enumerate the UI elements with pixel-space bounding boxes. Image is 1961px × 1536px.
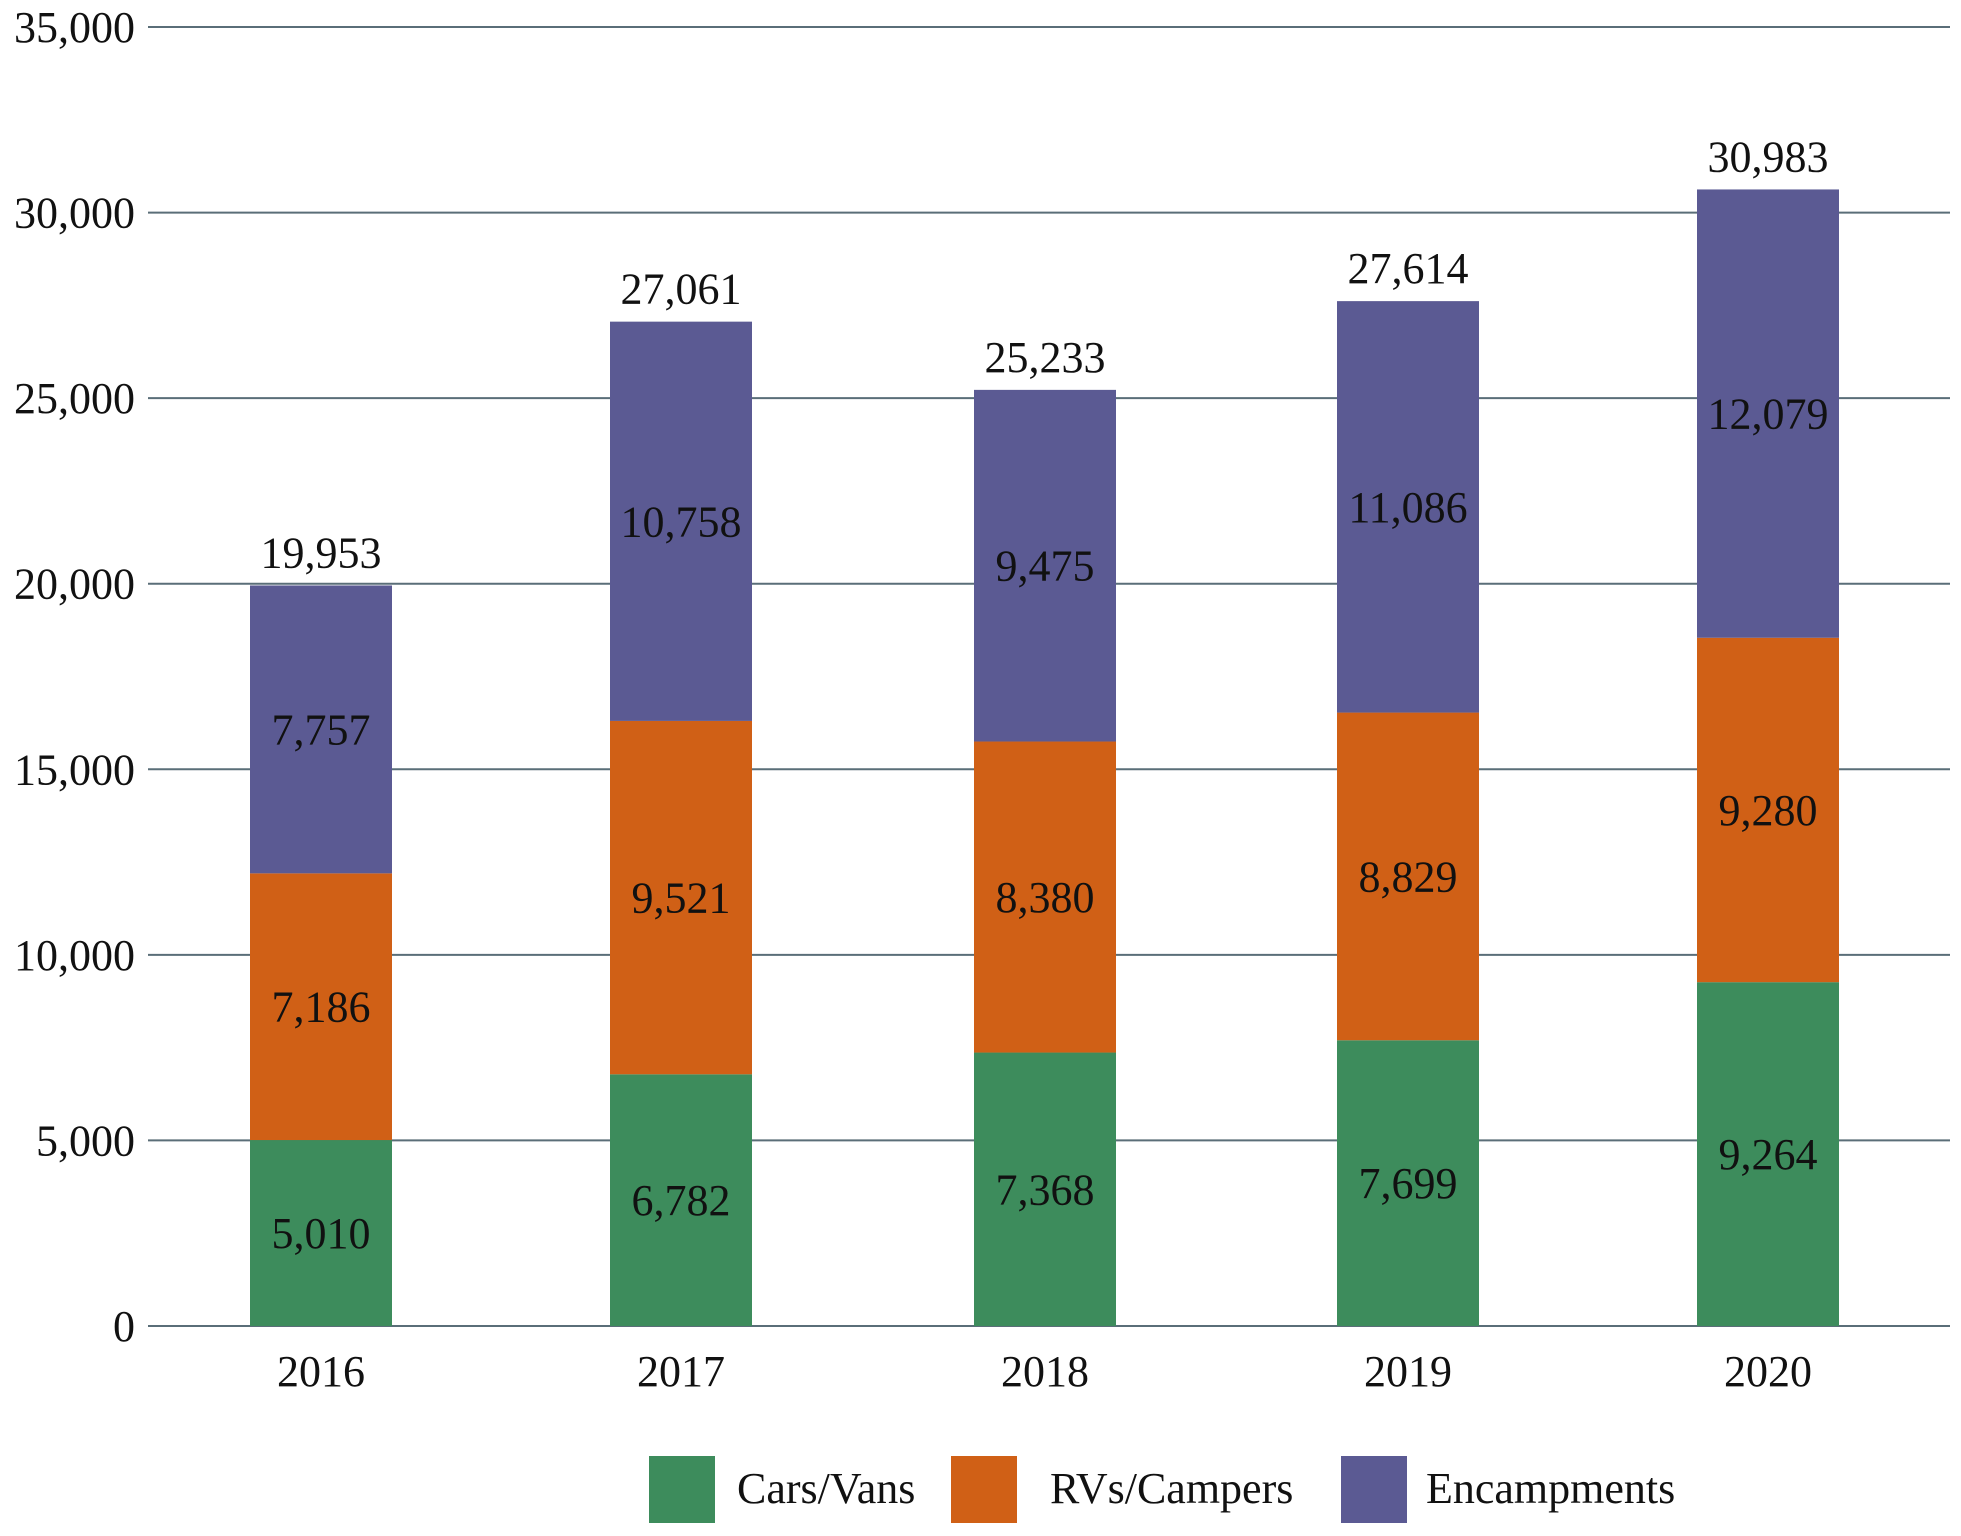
bar-segment-encampments bbox=[1697, 189, 1839, 638]
y-tick-label: 5,000 bbox=[36, 1116, 135, 1165]
x-tick-label: 2020 bbox=[1724, 1347, 1812, 1396]
legend-label: Encampments bbox=[1426, 1464, 1675, 1513]
y-tick-label: 35,000 bbox=[14, 3, 135, 52]
y-tick-label: 15,000 bbox=[14, 745, 135, 794]
total-label: 25,233 bbox=[985, 333, 1106, 382]
y-tick-label: 25,000 bbox=[14, 374, 135, 423]
data-label: 12,079 bbox=[1708, 390, 1829, 439]
bar-segment-rvs-campers bbox=[974, 741, 1116, 1053]
legend: Cars/Vans RVs/Campers Encampments bbox=[649, 1456, 1675, 1523]
data-label: 7,186 bbox=[272, 983, 371, 1032]
x-tick-label: 2018 bbox=[1001, 1347, 1089, 1396]
bar-segment-encampments bbox=[1337, 301, 1479, 713]
data-label: 9,521 bbox=[632, 874, 731, 923]
bar-segment-encampments bbox=[610, 321, 752, 721]
y-tick-label: 0 bbox=[113, 1302, 135, 1351]
total-label: 27,614 bbox=[1348, 244, 1469, 293]
bars: 5,010 7,186 7,757 19,953 6,782 9,521 10,758 27,… bbox=[250, 132, 1839, 1326]
x-tick-label: 2019 bbox=[1364, 1347, 1452, 1396]
y-tick-label: 10,000 bbox=[14, 931, 135, 980]
y-tick-label: 30,000 bbox=[14, 189, 135, 238]
data-label: 8,380 bbox=[996, 873, 1095, 922]
bar-segment-cars-vans bbox=[610, 1074, 752, 1326]
data-label: 10,758 bbox=[621, 497, 742, 546]
legend-swatch bbox=[951, 1456, 1017, 1523]
legend-label: Cars/Vans bbox=[737, 1464, 915, 1513]
bar-segment-cars-vans bbox=[974, 1052, 1116, 1326]
data-label: 7,699 bbox=[1359, 1159, 1458, 1208]
bar-segment-cars-vans bbox=[1697, 982, 1839, 1326]
data-label: 8,829 bbox=[1359, 852, 1458, 901]
x-tick-label: 2016 bbox=[277, 1347, 365, 1396]
total-label: 27,061 bbox=[621, 265, 742, 314]
total-label: 30,983 bbox=[1708, 132, 1829, 181]
data-label: 7,368 bbox=[996, 1165, 1095, 1214]
y-tick-label: 20,000 bbox=[14, 560, 135, 609]
x-tick-label: 2017 bbox=[637, 1347, 725, 1396]
bar-segment-rvs-campers bbox=[1337, 712, 1479, 1041]
total-label: 19,953 bbox=[261, 528, 382, 577]
data-label: 9,264 bbox=[1719, 1130, 1818, 1179]
bar-segment-encampments bbox=[250, 585, 392, 874]
y-axis-labels: 0 5,000 10,000 15,000 20,000 25,000 30,000 35,0… bbox=[14, 3, 135, 1351]
data-label: 6,782 bbox=[632, 1176, 731, 1225]
legend-label: RVs/Campers bbox=[1050, 1464, 1293, 1513]
legend-swatch bbox=[649, 1456, 715, 1523]
data-label: 7,757 bbox=[272, 705, 371, 754]
bar-segment-rvs-campers bbox=[610, 720, 752, 1075]
data-label: 9,280 bbox=[1719, 786, 1818, 835]
data-label: 11,086 bbox=[1348, 483, 1467, 532]
bar-segment-rvs-campers bbox=[250, 873, 392, 1141]
bar-segment-rvs-campers bbox=[1697, 637, 1839, 983]
data-label: 9,475 bbox=[996, 542, 1095, 591]
bar-segment-encampments bbox=[974, 389, 1116, 742]
legend-swatch bbox=[1341, 1456, 1407, 1523]
x-axis-labels: 2016 2017 2018 2019 2020 bbox=[277, 1347, 1812, 1396]
bar-segment-cars-vans bbox=[250, 1140, 392, 1326]
bar-segment-cars-vans bbox=[1337, 1040, 1479, 1326]
data-label: 5,010 bbox=[272, 1209, 371, 1258]
